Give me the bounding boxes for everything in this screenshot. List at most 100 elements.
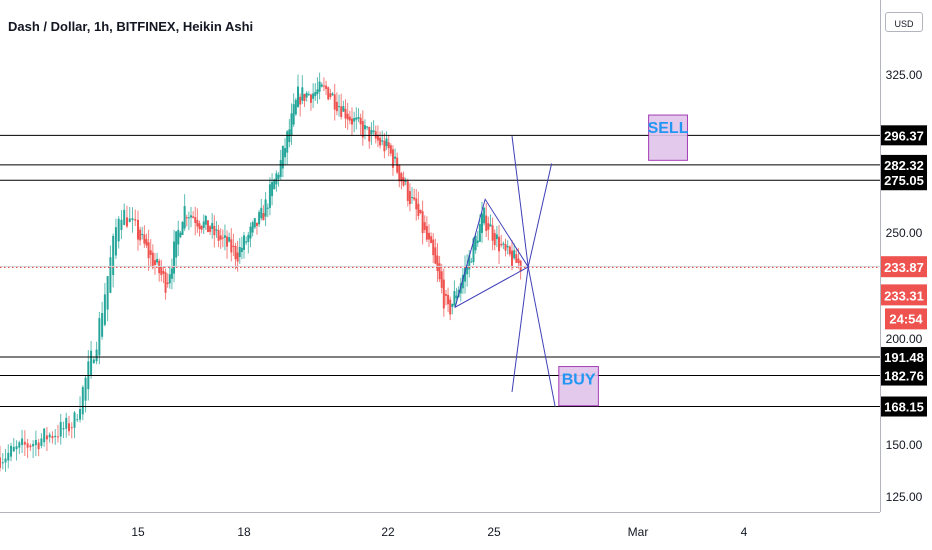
candle-body	[26, 443, 29, 448]
candle-body	[495, 234, 498, 240]
candle-body	[301, 87, 304, 101]
candle-body	[470, 261, 473, 263]
candle-body	[417, 203, 420, 216]
candle-body	[368, 126, 371, 142]
candle-body	[468, 255, 471, 270]
triangle-pattern	[454, 198, 529, 309]
candle-body	[164, 272, 167, 293]
candle-body	[177, 229, 180, 245]
candle-body	[12, 446, 15, 452]
candle-body	[320, 84, 323, 87]
candle-body	[190, 215, 192, 218]
candle-body	[476, 240, 479, 244]
candle-body	[444, 293, 447, 296]
candle-body	[219, 235, 222, 240]
candle-body	[141, 234, 144, 236]
candle-body	[487, 223, 490, 230]
candle-body	[333, 94, 336, 110]
currency-badge[interactable]: USD	[885, 12, 923, 32]
candle-body	[508, 246, 511, 255]
candle-body	[153, 260, 156, 265]
candle-body	[498, 236, 501, 252]
candle-body	[419, 209, 422, 213]
candle-body	[363, 125, 366, 130]
candle-body	[238, 246, 241, 258]
candle-body	[228, 237, 231, 242]
candle-body	[294, 99, 297, 115]
fan-line	[527, 266, 556, 407]
candle-body	[65, 417, 68, 429]
candle-body	[103, 294, 106, 325]
candle-body	[101, 313, 104, 337]
candle-body	[402, 177, 405, 186]
candle-body	[34, 439, 37, 446]
candle-body	[51, 435, 54, 439]
candle-body	[217, 229, 220, 241]
candle-body	[425, 226, 428, 240]
candle-body	[226, 236, 229, 247]
candle-body	[234, 245, 237, 260]
candle-body	[394, 156, 397, 159]
time-tick-label: 4	[741, 525, 748, 539]
candle-body	[131, 218, 134, 221]
candle-body	[0, 457, 1, 468]
candle-body	[147, 242, 150, 259]
candle-body	[279, 160, 282, 177]
fan-line	[527, 163, 553, 268]
candle-body	[421, 211, 424, 234]
candle-body	[79, 409, 82, 420]
level-price-tag	[881, 154, 927, 175]
annotation-label: BUY	[562, 372, 596, 389]
candle-body	[179, 232, 182, 238]
price-tick-label: 200.00	[886, 332, 923, 346]
candle-body	[268, 184, 271, 208]
candle-body	[151, 252, 154, 268]
candle-body	[213, 226, 216, 236]
candle-body	[183, 206, 186, 229]
candle-body	[1, 462, 4, 464]
candle-body	[236, 252, 239, 262]
candle-body	[432, 239, 435, 256]
candle-body	[117, 218, 120, 242]
candle-body	[355, 117, 358, 120]
candle-body	[7, 452, 10, 461]
candle-body	[411, 197, 414, 199]
last-close-label: 233.31	[884, 288, 924, 303]
candle-body	[59, 422, 62, 437]
candle-body	[223, 235, 226, 238]
candle-body	[247, 234, 250, 243]
candle-body	[366, 126, 369, 128]
candle-body	[423, 222, 426, 230]
candle-body	[286, 131, 289, 153]
candle-body	[398, 165, 401, 182]
level-price-tag	[881, 170, 927, 191]
candle-body	[68, 423, 70, 432]
candle-body	[125, 217, 128, 227]
candle-body	[166, 282, 169, 285]
candle-body	[391, 149, 394, 168]
candle-body	[455, 295, 458, 299]
level-price-label: 182.76	[884, 369, 924, 384]
candle-body	[32, 443, 35, 447]
current-price-label: 233.87	[884, 260, 924, 275]
candle-body	[515, 254, 518, 263]
candle-body	[327, 87, 330, 100]
candle-body	[45, 435, 48, 440]
last-close-tag	[881, 284, 927, 306]
candle-body	[21, 438, 24, 445]
candle-body	[312, 93, 315, 99]
candle-body	[145, 239, 148, 246]
candle-body	[370, 130, 373, 135]
candle-body	[266, 207, 269, 209]
candle-body	[517, 258, 520, 263]
candle-body	[466, 264, 469, 275]
candle-body	[56, 436, 59, 438]
candle-body	[506, 245, 509, 248]
candle-body	[344, 108, 347, 119]
annotation-label: SELL	[648, 120, 689, 137]
candle-body	[314, 92, 317, 97]
candle-body	[277, 174, 280, 179]
candle-body	[442, 279, 445, 309]
candle-body	[438, 263, 441, 280]
